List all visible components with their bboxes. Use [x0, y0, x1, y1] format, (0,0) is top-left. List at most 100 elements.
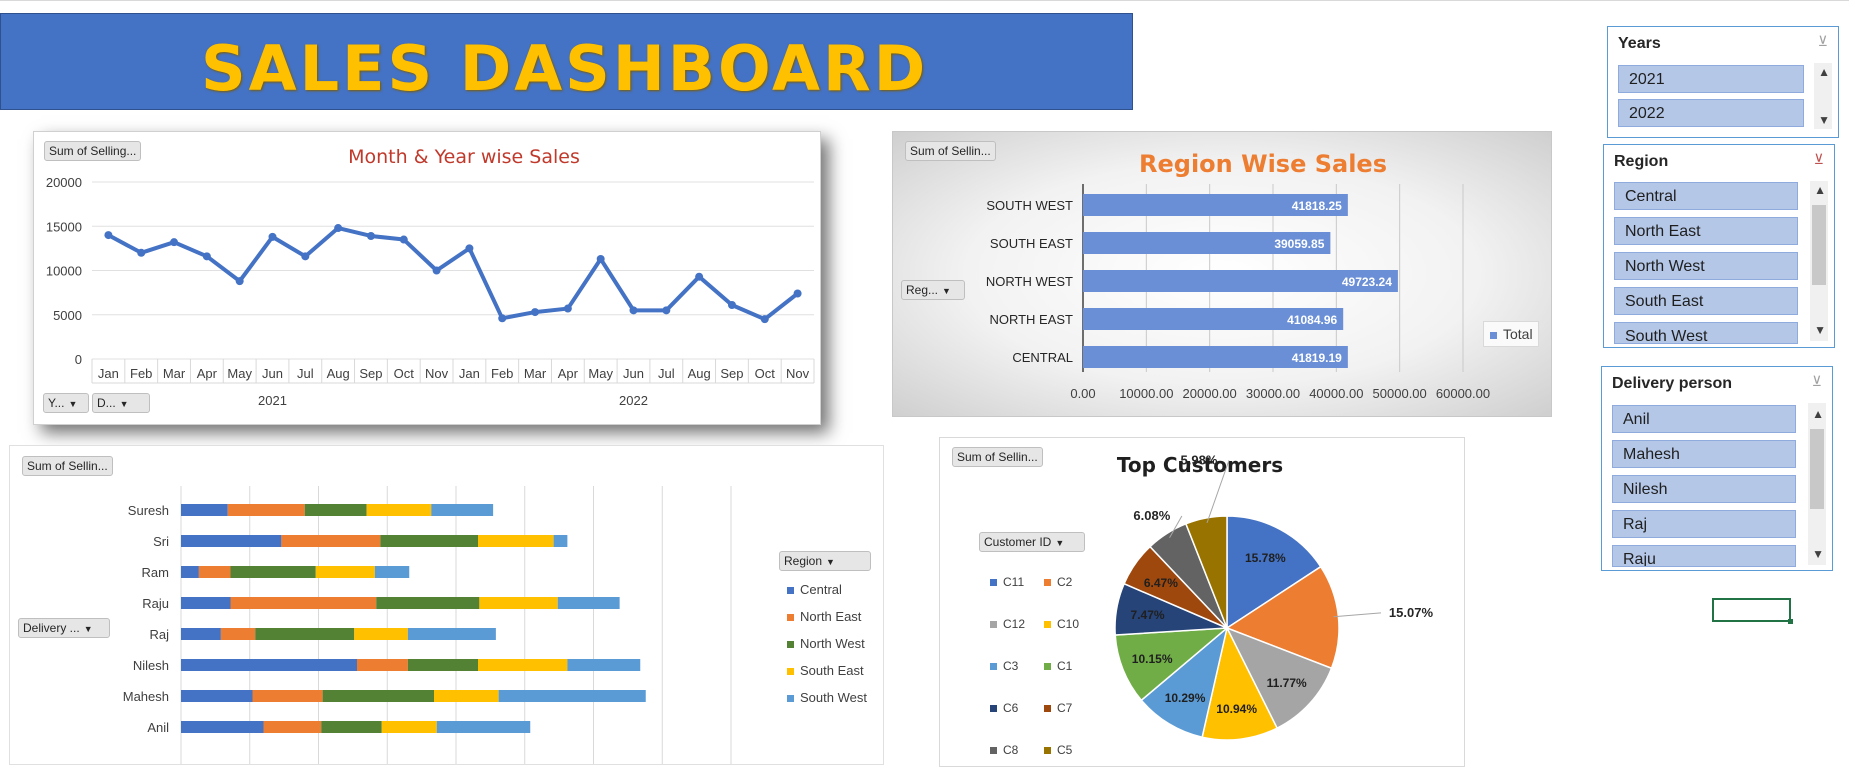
scroll-up-icon[interactable]: ▲: [1812, 407, 1824, 421]
bar-segment: [557, 597, 620, 609]
bar-segment: [181, 659, 357, 671]
x-tick-label: Oct: [755, 366, 776, 381]
slicer-item-2021[interactable]: 2021: [1618, 65, 1804, 93]
slicer-item-mahesh[interactable]: Mahesh: [1612, 440, 1796, 468]
slicer-item-anil[interactable]: Anil: [1612, 405, 1796, 433]
pie-slice: [1226, 515, 1322, 630]
customers-chart-panel[interactable]: Sum of Sellin... Top Customers Customer …: [939, 437, 1465, 767]
customer-id-field-button[interactable]: Customer ID ▼: [979, 532, 1085, 552]
region-row-field-button[interactable]: Reg... ▼: [901, 280, 965, 300]
bar-segment: [357, 659, 408, 671]
data-point: [760, 315, 769, 324]
data-point: [202, 252, 211, 261]
data-point: [170, 238, 179, 247]
slicer-item-south-west[interactable]: South West: [1614, 322, 1798, 344]
fill-handle[interactable]: [1788, 619, 1793, 624]
x-tick-label: 50000.00: [1373, 386, 1427, 401]
bar-segment: [220, 628, 256, 640]
years-slicer[interactable]: Years ⊻ 2021 2022 ▲ ▼: [1607, 26, 1839, 138]
legend-label: C12: [1003, 617, 1026, 631]
bar-segment: [376, 597, 480, 609]
legend-label: South East: [800, 663, 864, 678]
legend-swatch: [990, 579, 997, 587]
year-group-label: 2021: [258, 393, 287, 408]
data-point: [629, 306, 638, 315]
selected-cell[interactable]: [1712, 598, 1793, 624]
slicer-item-raj[interactable]: Raj: [1612, 510, 1796, 538]
dashboard-title-banner[interactable]: SALES DASHBOARD: [0, 13, 1133, 110]
clear-filter-icon[interactable]: ⊻: [1811, 373, 1822, 389]
clear-filter-icon[interactable]: ⊻: [1817, 33, 1828, 49]
slicer-item-central[interactable]: Central: [1614, 182, 1798, 210]
slicer-item-nilesh[interactable]: Nilesh: [1612, 475, 1796, 503]
legend-item: South East: [787, 663, 864, 678]
x-tick-label: Mar: [524, 366, 547, 381]
legend-item: C8: [990, 743, 1018, 757]
bar-segment: [478, 535, 554, 547]
pie-slice: [1114, 627, 1230, 702]
region-chart-value-field-button[interactable]: Sum of Sellin...: [905, 141, 996, 161]
data-label: 41818.25: [1292, 199, 1342, 213]
category-label: Suresh: [128, 503, 169, 518]
delivery-person-slicer[interactable]: Delivery person ⊻ Anil Mahesh Nilesh Raj…: [1601, 366, 1833, 571]
bar-segment: [227, 504, 305, 516]
legend-item: North East: [787, 609, 861, 624]
category-label: Nilesh: [133, 658, 169, 673]
data-label: 6.08%: [1133, 508, 1170, 523]
filter-icon: ▼: [826, 557, 835, 567]
category-label: SOUTH WEST: [986, 198, 1073, 213]
legend-swatch: [990, 663, 997, 671]
bar-segment: [381, 721, 437, 733]
pie-slice: [1184, 515, 1228, 629]
data-point: [465, 244, 474, 253]
legend-swatch: [787, 695, 794, 703]
clear-filter-icon[interactable]: ⊻: [1813, 151, 1824, 167]
data-label: 10.15%: [1132, 652, 1173, 666]
delivery-chart-panel[interactable]: Sum of Sellin... Delivery ... ▼ Suresh Sri…: [9, 445, 884, 765]
data-point: [662, 306, 671, 315]
x-tick-label: May: [227, 366, 252, 381]
x-tick-label: 10000.00: [1119, 386, 1173, 401]
delivery-row-field-button[interactable]: Delivery ... ▼: [18, 618, 110, 638]
region-slicer-scroll-thumb[interactable]: [1812, 205, 1826, 285]
bar-segment: [380, 535, 478, 547]
scroll-down-icon[interactable]: ▼: [1818, 113, 1830, 127]
scroll-down-icon[interactable]: ▼: [1812, 547, 1824, 561]
customers-chart-value-field-button[interactable]: Sum of Sellin...: [952, 447, 1043, 467]
bar-segment: [322, 690, 434, 702]
scroll-up-icon[interactable]: ▲: [1814, 183, 1826, 197]
line-chart-value-field-button[interactable]: Sum of Selling...: [44, 141, 142, 161]
slicer-item-north-west[interactable]: North West: [1614, 252, 1798, 280]
sheet-top-border: [0, 0, 1849, 1]
slicer-item-south-east[interactable]: South East: [1614, 287, 1798, 315]
line-chart-panel[interactable]: Sum of Selling... Month & Year wise Sale…: [33, 131, 821, 425]
delivery-filter-button[interactable]: D... ▼: [92, 393, 150, 413]
years-filter-button[interactable]: Y... ▼: [43, 393, 89, 413]
legend-item: Central: [787, 582, 842, 597]
x-tick-label: Jul: [297, 366, 314, 381]
filter-icon: ▼: [1055, 538, 1065, 548]
legend-label: North West: [800, 636, 865, 651]
delivery-chart-value-field-button[interactable]: Sum of Sellin...: [22, 456, 113, 476]
category-label: Ram: [142, 565, 169, 580]
slicer-item-2022[interactable]: 2022: [1618, 99, 1804, 127]
region-slicer[interactable]: Region ⊻ Central North East North West S…: [1603, 144, 1835, 348]
scroll-down-icon[interactable]: ▼: [1814, 323, 1826, 337]
data-point: [695, 272, 704, 281]
slicer-item-raju[interactable]: Raju: [1612, 545, 1796, 567]
line-chart-title: Month & Year wise Sales: [348, 146, 580, 168]
region-legend-field-button[interactable]: Region ▼: [779, 551, 871, 571]
bar-segment: [181, 628, 221, 640]
scroll-up-icon[interactable]: ▲: [1818, 65, 1830, 79]
bar-segment: [478, 659, 568, 671]
legend-label: North East: [800, 609, 862, 624]
slicer-item-north-east[interactable]: North East: [1614, 217, 1798, 245]
y-tick-label: 20000: [46, 175, 82, 190]
years-slicer-scrollbar[interactable]: [1814, 63, 1832, 129]
region-chart-panel[interactable]: Sum of Sellin... Region Wise Sales Reg..…: [892, 131, 1552, 417]
x-tick-label: Feb: [130, 366, 152, 381]
chevron-down-icon: ▼: [68, 399, 78, 409]
bar-segment: [498, 690, 646, 702]
x-tick-label: Jan: [459, 366, 480, 381]
delivery-slicer-scroll-thumb[interactable]: [1810, 429, 1824, 509]
